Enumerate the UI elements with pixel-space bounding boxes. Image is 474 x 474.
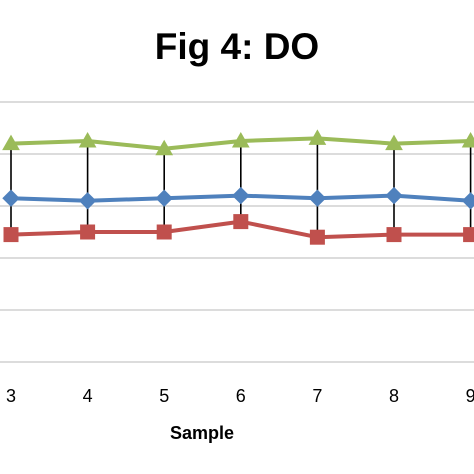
x-tick-label: 9 [466, 386, 474, 406]
data-point-square [80, 224, 96, 240]
data-point-square [3, 227, 19, 243]
data-point-diamond [385, 186, 403, 205]
data-point-triangle [155, 139, 174, 156]
data-point-square [386, 227, 402, 243]
x-axis-label: Sample [170, 423, 234, 443]
data-point-diamond [155, 189, 173, 207]
data-point-diamond [308, 189, 327, 207]
x-tick-label: 6 [236, 386, 246, 406]
chart-title: Fig 4: DO [155, 26, 319, 67]
data-point-triangle [308, 129, 327, 145]
x-tick-label: 4 [83, 386, 93, 406]
data-point-square [463, 227, 474, 243]
series-group [2, 129, 474, 245]
data-point-square [233, 214, 249, 230]
data-point-square [309, 229, 325, 245]
x-tick-label: 3 [6, 386, 16, 406]
data-point-diamond [78, 192, 97, 210]
data-point-triangle [231, 131, 250, 148]
data-point-square [156, 224, 172, 240]
x-tick-label: 5 [159, 386, 169, 406]
x-tick-label: 7 [312, 386, 322, 406]
data-point-diamond [232, 186, 250, 205]
data-point-triangle [461, 131, 474, 148]
data-point-diamond [461, 192, 474, 210]
data-point-triangle [385, 134, 403, 151]
x-tick-labels: 3 4 5 6 7 8 9 [6, 386, 474, 406]
data-point-triangle [2, 134, 20, 151]
grid-lines [0, 101, 474, 363]
data-point-triangle [78, 131, 97, 148]
data-point-diamond [2, 189, 20, 207]
x-tick-label: 8 [389, 386, 399, 406]
